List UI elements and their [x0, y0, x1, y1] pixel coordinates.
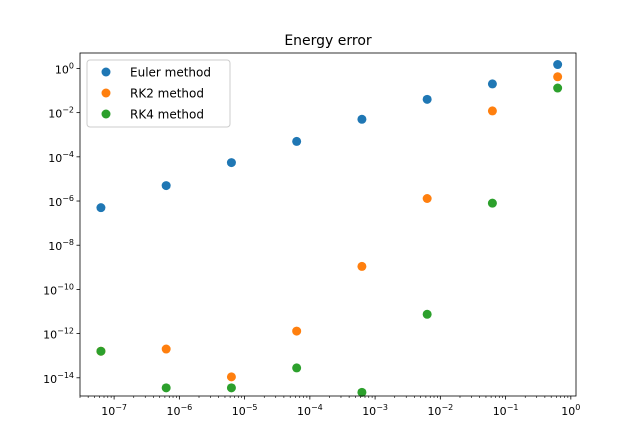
rk2-method-point: [357, 261, 367, 271]
euler-method-point: [357, 114, 367, 124]
y-tick-label: 10−4: [48, 150, 74, 165]
x-tick-label: 100: [561, 403, 580, 418]
y-tick-label: 10−10: [43, 282, 74, 297]
rk4-method-point: [357, 387, 367, 397]
euler-method-point: [422, 94, 432, 104]
y-tick-label-exponent: −10: [57, 282, 74, 291]
y-tick-label: 10−8: [48, 238, 74, 253]
legend-label-rk2-method: RK2 method: [130, 87, 204, 101]
y-tick-label-base: 10: [48, 108, 62, 121]
y-tick-label-base: 10: [48, 196, 62, 209]
rk2-method-point: [161, 344, 171, 354]
rk2-method-point: [553, 72, 563, 82]
y-tick-label-exponent: 0: [69, 61, 74, 70]
data-points: [96, 60, 563, 397]
y-tick-label: 10−2: [48, 106, 74, 121]
x-tick-label-exponent: 0: [575, 403, 580, 412]
x-tick-label-base: 10: [427, 405, 441, 418]
y-tick-label-base: 10: [43, 284, 57, 297]
x-tick-label: 10−2: [427, 403, 453, 418]
x-tick-label-exponent: −1: [507, 403, 519, 412]
legend-label-rk4-method: RK4 method: [130, 108, 204, 122]
x-tick-label-exponent: −3: [376, 403, 388, 412]
y-tick-label: 10−14: [43, 371, 74, 386]
x-tick-label-base: 10: [561, 405, 575, 418]
x-tick-label-exponent: −2: [441, 403, 453, 412]
euler-method-point: [226, 158, 236, 168]
legend-box: [86, 59, 231, 128]
y-tick-label-base: 10: [55, 63, 69, 76]
rk4-method-point: [292, 363, 302, 373]
y-tick-label-exponent: −6: [62, 194, 74, 203]
x-tick-label: 10−4: [297, 403, 323, 418]
legend-label-euler-method: Euler method: [130, 66, 211, 80]
x-tick-label-exponent: −7: [115, 403, 127, 412]
y-tick-label-exponent: −12: [57, 327, 74, 336]
x-tick-label-base: 10: [166, 405, 180, 418]
rk4-method-point: [226, 383, 236, 393]
y-tick-label-exponent: −2: [62, 106, 74, 115]
rk4-method-point: [96, 346, 106, 356]
x-tick-label: 10−6: [166, 403, 192, 418]
axes-frame: [79, 52, 577, 397]
y-tick-label-base: 10: [43, 373, 57, 386]
y-tick-label-exponent: −14: [57, 371, 74, 380]
x-tick-label-exponent: −6: [180, 403, 192, 412]
y-tick-label-base: 10: [48, 152, 62, 165]
rk4-method-point: [422, 309, 432, 319]
x-tick-label: 10−3: [362, 403, 388, 418]
rk2-method-point: [226, 372, 236, 382]
y-tick-label-base: 10: [43, 329, 57, 342]
rk2-method-point: [292, 326, 302, 336]
y-tick-label-exponent: −8: [62, 238, 74, 247]
legend-marker-euler-method: [101, 67, 111, 77]
x-tick-label-exponent: −4: [311, 403, 323, 412]
x-tick-label-base: 10: [362, 405, 376, 418]
legend: Euler method RK2 method RK4 method: [86, 59, 231, 128]
y-tick-label: 100: [55, 61, 74, 76]
x-tick-label-base: 10: [232, 405, 246, 418]
euler-method-point: [96, 203, 106, 213]
x-tick-label: 10−5: [232, 403, 258, 418]
rk2-method-point: [422, 194, 432, 204]
rk2-method-point: [487, 106, 497, 116]
y-tick-label: 10−6: [48, 194, 74, 209]
euler-method-point: [161, 181, 171, 191]
euler-method-point: [553, 60, 563, 70]
y-tick-label-base: 10: [48, 240, 62, 253]
rk4-method-point: [553, 83, 563, 93]
x-axis-ticks: 10−7 10−6 10−5 10−4 10−3 10−2 10−1 100: [101, 396, 580, 418]
legend-marker-rk4-method: [101, 109, 111, 119]
y-tick-label-exponent: −4: [62, 150, 74, 159]
x-tick-label: 10−7: [101, 403, 127, 418]
x-tick-label-exponent: −5: [246, 403, 258, 412]
euler-method-point: [487, 79, 497, 89]
chart-title: Energy error: [284, 33, 372, 49]
x-tick-label: 10−1: [493, 403, 519, 418]
legend-marker-rk2-method: [101, 88, 111, 98]
x-tick-label-base: 10: [493, 405, 507, 418]
euler-method-point: [292, 136, 302, 146]
rk4-method-point: [487, 198, 497, 208]
y-tick-label: 10−12: [43, 327, 74, 342]
x-tick-label-base: 10: [297, 405, 311, 418]
x-tick-label-base: 10: [101, 405, 115, 418]
rk4-method-point: [161, 383, 171, 393]
